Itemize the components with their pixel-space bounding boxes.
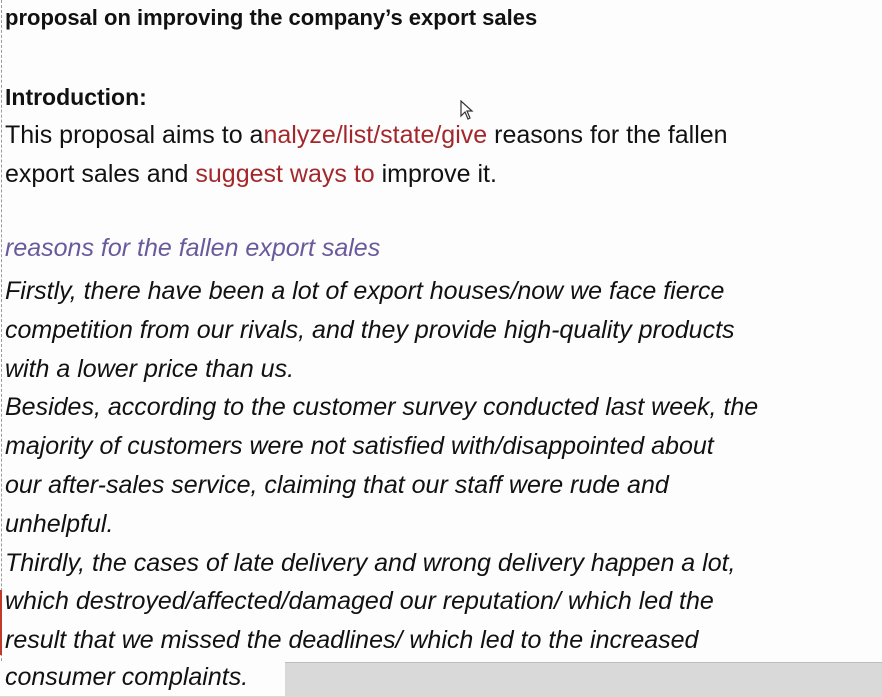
body-line: unhelpful.: [5, 509, 114, 538]
intro-text: improve it.: [374, 160, 497, 188]
intro-text: reasons for the fallen: [487, 121, 728, 149]
body-line: competition from our rivals, and they pr…: [5, 315, 735, 344]
intro-line-1: This proposal aims to analyze/list/state…: [5, 116, 875, 155]
body-line: Besides, according to the customer surve…: [5, 393, 759, 422]
change-bar: [0, 590, 2, 655]
reasons-body: Firstly, there have been a lot of export…: [5, 272, 758, 660]
intro-heading: Introduction:: [5, 84, 147, 110]
body-line: result that we missed the deadlines/ whi…: [5, 626, 699, 655]
section-title: reasons for the fallen export sales: [5, 234, 381, 262]
last-line-area: [0, 662, 285, 696]
intro-text: This proposal aims to a: [5, 121, 264, 149]
body-line: Firstly, there have been a lot of export…: [5, 277, 725, 305]
intro-text: export sales and: [5, 160, 196, 188]
mouse-pointer-icon: [460, 100, 474, 120]
intro-paragraph: This proposal aims to analyze/list/state…: [5, 116, 875, 194]
body-line: our after-sales service, claiming that o…: [5, 470, 669, 499]
intro-highlight: suggest ways to: [195, 160, 375, 188]
intro-highlight: nalyze/list/state/give: [263, 121, 488, 149]
body-line-last: consumer complaints.: [5, 663, 249, 691]
document-title: proposal on improving the company’s expo…: [5, 5, 538, 30]
body-line: Thirdly, the cases of late delivery and …: [5, 548, 736, 577]
intro-line-2: export sales and suggest ways to improve…: [5, 155, 875, 194]
margin-guide: [1, 0, 2, 696]
body-line: majority of customers were not satisfied…: [5, 432, 714, 461]
body-line: with a lower price than us.: [5, 354, 295, 383]
body-line: which destroyed/affected/damaged our rep…: [5, 587, 714, 616]
